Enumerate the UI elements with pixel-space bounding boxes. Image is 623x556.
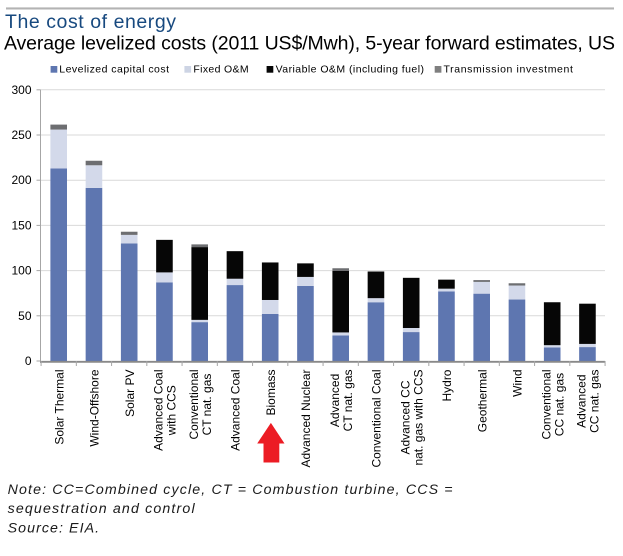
svg-text:Variable O&M (including fuel): Variable O&M (including fuel) xyxy=(276,64,424,76)
svg-text:nat. gas with CCS: nat. gas with CCS xyxy=(412,369,426,465)
svg-text:150: 150 xyxy=(11,218,31,232)
svg-text:CT nat. gas: CT nat. gas xyxy=(341,370,355,432)
svg-text:with CCS: with CCS xyxy=(165,385,179,436)
svg-text:CC nat. gas: CC nat. gas xyxy=(553,373,567,436)
svg-text:0: 0 xyxy=(25,354,32,368)
svg-text:sequestration and control: sequestration and control xyxy=(8,501,196,517)
svg-text:Advanced Coal: Advanced Coal xyxy=(152,370,166,451)
svg-text:Solar Thermal: Solar Thermal xyxy=(53,369,67,444)
svg-text:Hydro: Hydro xyxy=(440,369,454,401)
svg-text:Conventional: Conventional xyxy=(540,369,554,439)
svg-text:Transmission investment: Transmission investment xyxy=(444,64,573,76)
svg-text:Biomass: Biomass xyxy=(264,370,278,416)
svg-text:CC nat. gas: CC nat. gas xyxy=(588,370,602,433)
svg-text:50: 50 xyxy=(18,309,32,323)
svg-text:The cost of energy: The cost of energy xyxy=(5,11,176,33)
svg-text:Wind-Offshore: Wind-Offshore xyxy=(88,369,102,446)
svg-text:250: 250 xyxy=(11,128,31,142)
svg-text:Advanced Coal: Advanced Coal xyxy=(229,370,243,451)
svg-text:Fixed O&M: Fixed O&M xyxy=(193,64,248,76)
svg-text:Conventional Coal: Conventional Coal xyxy=(370,369,384,467)
svg-text:Geothermal: Geothermal xyxy=(476,369,490,432)
svg-text:200: 200 xyxy=(11,173,31,187)
svg-text:100: 100 xyxy=(11,264,31,278)
svg-text:Advanced: Advanced xyxy=(328,374,342,427)
svg-text:Conventional: Conventional xyxy=(187,369,201,439)
svg-text:Average levelized costs (2011: Average levelized costs (2011 US$/Mwh), … xyxy=(4,33,615,55)
svg-text:Levelized capital cost: Levelized capital cost xyxy=(59,64,169,76)
svg-text:Advanced CC: Advanced CC xyxy=(399,380,413,454)
svg-text:Solar PV: Solar PV xyxy=(123,370,137,417)
svg-text:Advanced Nuclear: Advanced Nuclear xyxy=(299,369,313,467)
svg-text:Advanced: Advanced xyxy=(575,375,589,428)
svg-text:300: 300 xyxy=(11,83,31,97)
svg-text:Source: EIA.: Source: EIA. xyxy=(8,520,100,536)
svg-text:Note: CC=Combined cycle, CT =: Note: CC=Combined cycle, CT = Combustion… xyxy=(8,482,453,498)
svg-text:Wind: Wind xyxy=(511,369,525,396)
svg-text:CT nat. gas: CT nat. gas xyxy=(200,374,214,436)
